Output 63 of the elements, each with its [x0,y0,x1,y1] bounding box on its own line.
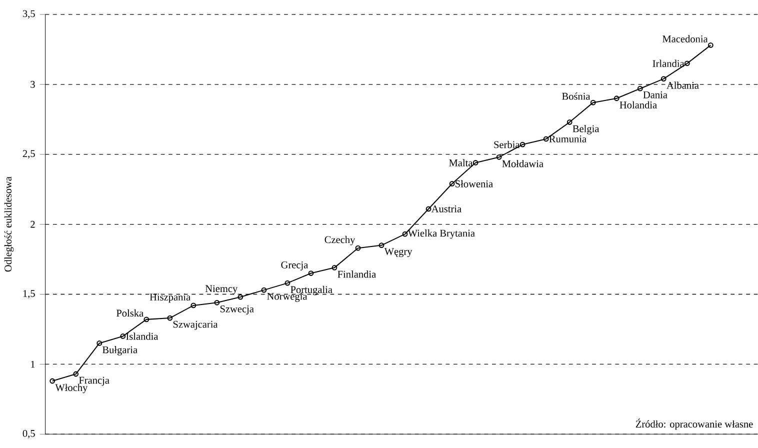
annotation: Źródło: opracowanie własne [636,418,753,430]
annotation: Polska [116,309,144,316]
annotation: Islandia [126,332,158,340]
point [284,280,290,286]
y-tick-label: 1 [31,360,35,368]
annotation: Grecja [281,261,308,270]
y-tick-label: 2 [30,220,35,228]
y-tick-label: 2,5 [22,150,35,158]
annotation: Węgry [384,248,412,257]
annotation: Irlandia [652,60,684,67]
point [167,315,173,321]
point [73,371,79,376]
point [566,119,572,125]
annotation: Belgia [572,124,600,134]
point [449,180,455,186]
point [238,294,244,300]
annotation: Albania [666,81,699,89]
point [378,242,384,248]
annotation: Malta [449,158,473,166]
annotation: Holandia [620,100,657,108]
point [684,60,690,66]
point [214,300,220,306]
annotation: Niemcy [205,284,238,294]
point [520,142,526,148]
y-tick-label: 3 [30,80,35,88]
point [308,270,314,276]
annotation: Finlandia [338,270,376,278]
y-axis-title: Odległość euklidesowa [4,176,14,272]
point [332,264,338,270]
y-tick-label: 1,5 [23,290,35,298]
annotation: Francja [78,376,110,386]
point [190,302,196,308]
annotation: Bułgaria [102,346,138,356]
point [144,316,150,322]
annotation: Czechy [324,236,356,246]
point [402,231,408,237]
annotation: Serbia [494,140,520,148]
annotation: Szwajcaria [173,320,218,330]
annotation: Austria [431,205,462,212]
annotation: Rumunia [549,135,586,142]
annotation: Wielka Brytania [408,229,475,239]
annotation: Bośnia [562,92,590,100]
annotation: Włochy [55,384,88,393]
point [637,86,643,92]
point [120,333,126,339]
point [426,206,432,212]
point [543,136,549,142]
y-tick-label: 0,5 [22,430,35,438]
point [96,340,102,346]
point [660,76,666,82]
annotation: Słowenia [456,180,493,188]
point [472,160,478,166]
annotation: Hiszpania [150,293,190,302]
annotation: Macedonia [662,34,708,42]
annotation: Szwecja [220,305,254,314]
point [355,245,361,251]
annotation: Dania [643,91,668,98]
point [496,154,502,160]
y-tick-label: 3,5 [22,10,35,18]
annotation: Mołdawia [502,160,544,167]
point [614,95,620,101]
point [590,100,596,106]
point [261,287,267,293]
